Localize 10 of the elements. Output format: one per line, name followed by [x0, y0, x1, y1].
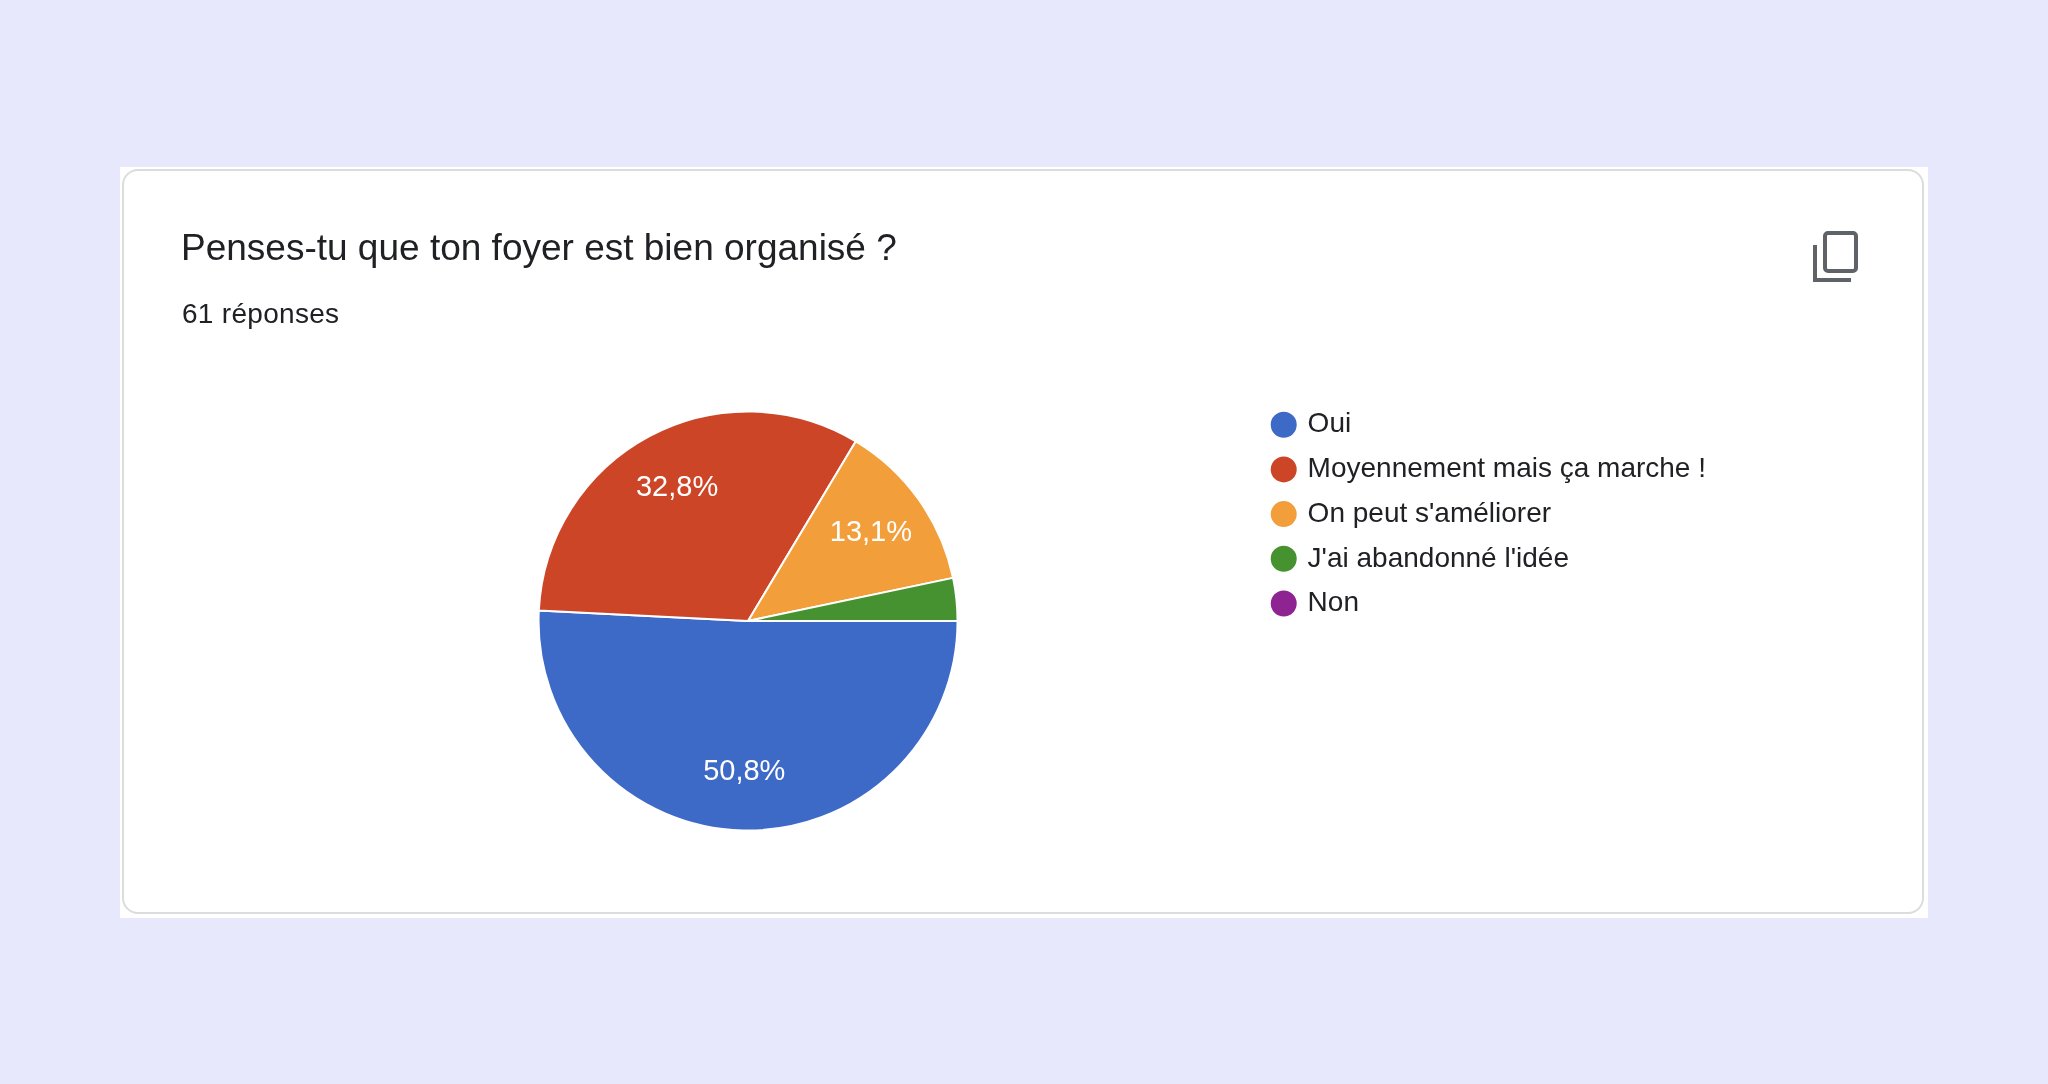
legend-label: Moyennement mais ça marche ! — [1307, 452, 1707, 484]
legend-label: Oui — [1307, 407, 1352, 439]
legend-label: On peut s'améliorer — [1307, 496, 1552, 528]
legend-label: J'ai abandonné l'idée — [1307, 541, 1569, 573]
chart-title: Penses-tu que ton foyer est bien organisé ? — [181, 227, 897, 268]
data-label: 32,8% — [635, 469, 719, 502]
legend-label: Non — [1307, 586, 1359, 618]
data-label: 50,8% — [703, 753, 786, 786]
text: 61 réponses — [182, 298, 340, 329]
data-label: 13,1% — [829, 515, 913, 548]
